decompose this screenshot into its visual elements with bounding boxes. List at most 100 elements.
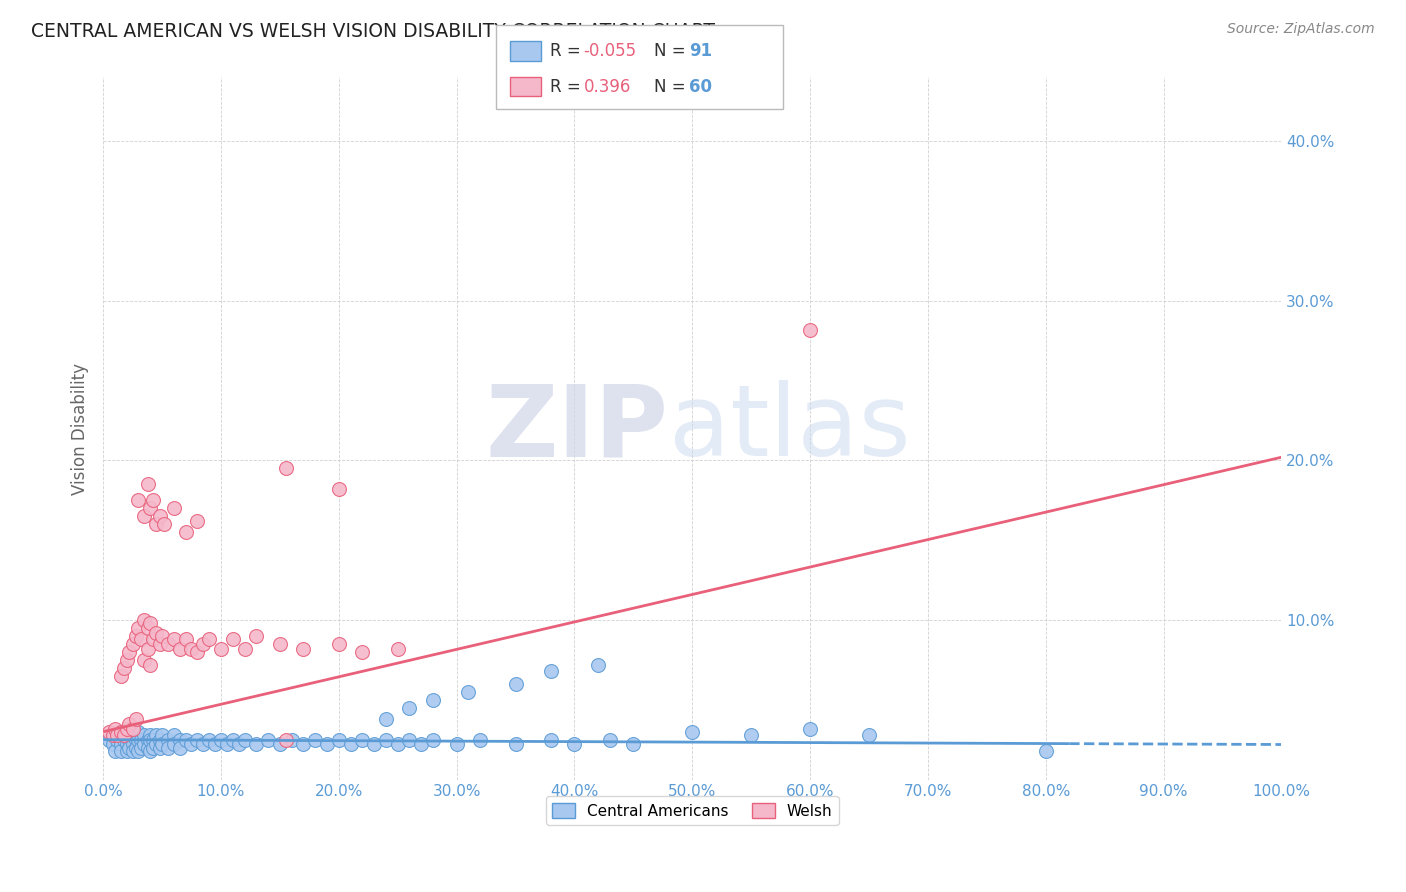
Point — [139, 744, 162, 758]
Point — [139, 501, 162, 516]
Point — [118, 732, 141, 747]
Point — [222, 632, 245, 647]
Point — [799, 722, 821, 736]
Point — [118, 716, 141, 731]
Point — [121, 728, 143, 742]
Point — [374, 732, 396, 747]
Point — [169, 740, 191, 755]
Point — [316, 738, 339, 752]
Point — [142, 493, 165, 508]
Point — [292, 641, 315, 656]
Point — [136, 621, 159, 635]
Point — [149, 732, 172, 747]
Point — [233, 641, 256, 656]
Point — [101, 728, 124, 742]
Text: R =: R = — [550, 78, 586, 95]
Point — [328, 637, 350, 651]
Text: atlas: atlas — [669, 380, 910, 477]
Point — [599, 732, 621, 747]
Point — [163, 501, 186, 516]
Point — [145, 728, 167, 742]
Point — [110, 724, 132, 739]
Point — [156, 637, 179, 651]
Point — [505, 738, 527, 752]
Point — [269, 637, 291, 651]
Point — [799, 322, 821, 336]
Point — [139, 657, 162, 672]
Text: 60: 60 — [689, 78, 711, 95]
Point — [245, 738, 267, 752]
Point — [304, 732, 326, 747]
Point — [387, 738, 409, 752]
Text: N =: N = — [654, 42, 690, 60]
Point — [105, 728, 128, 742]
Point — [233, 732, 256, 747]
Point — [681, 724, 703, 739]
Point — [142, 740, 165, 755]
Point — [115, 738, 138, 752]
Point — [98, 724, 121, 739]
Point — [127, 744, 149, 758]
Point — [1035, 744, 1057, 758]
Point — [115, 744, 138, 758]
Point — [121, 722, 143, 736]
Point — [136, 732, 159, 747]
Point — [149, 740, 172, 755]
Point — [112, 661, 135, 675]
Point — [621, 738, 644, 752]
Point — [540, 664, 562, 678]
Point — [422, 693, 444, 707]
Point — [411, 738, 433, 752]
Point — [222, 732, 245, 747]
Point — [153, 517, 176, 532]
Point — [142, 732, 165, 747]
Point — [110, 738, 132, 752]
Point — [328, 732, 350, 747]
Point — [169, 641, 191, 656]
Point — [169, 732, 191, 747]
Point — [129, 632, 152, 647]
Point — [150, 629, 173, 643]
Point — [204, 738, 226, 752]
Point — [586, 657, 609, 672]
Point — [150, 728, 173, 742]
Point — [134, 728, 156, 742]
Point — [422, 732, 444, 747]
Point — [125, 732, 148, 747]
Point — [163, 728, 186, 742]
Point — [127, 621, 149, 635]
Point — [858, 728, 880, 742]
Point — [156, 740, 179, 755]
Point — [457, 685, 479, 699]
Point — [180, 641, 202, 656]
Point — [125, 740, 148, 755]
Point — [139, 616, 162, 631]
Point — [198, 732, 221, 747]
Point — [363, 738, 385, 752]
Point — [136, 641, 159, 656]
Point — [125, 712, 148, 726]
Point — [186, 645, 208, 659]
Point — [125, 629, 148, 643]
Point — [274, 732, 297, 747]
Point — [174, 525, 197, 540]
Point — [145, 625, 167, 640]
Point — [121, 744, 143, 758]
Point — [136, 740, 159, 755]
Point — [150, 738, 173, 752]
Point — [163, 738, 186, 752]
Point — [328, 482, 350, 496]
Point — [257, 732, 280, 747]
Point — [142, 632, 165, 647]
Point — [134, 653, 156, 667]
Point — [121, 738, 143, 752]
Point — [292, 738, 315, 752]
Point — [163, 632, 186, 647]
Point — [115, 728, 138, 742]
Point — [180, 738, 202, 752]
Text: CENTRAL AMERICAN VS WELSH VISION DISABILITY CORRELATION CHART: CENTRAL AMERICAN VS WELSH VISION DISABIL… — [31, 22, 714, 41]
Point — [149, 509, 172, 524]
Point — [245, 629, 267, 643]
Point — [136, 477, 159, 491]
Point — [104, 722, 127, 736]
